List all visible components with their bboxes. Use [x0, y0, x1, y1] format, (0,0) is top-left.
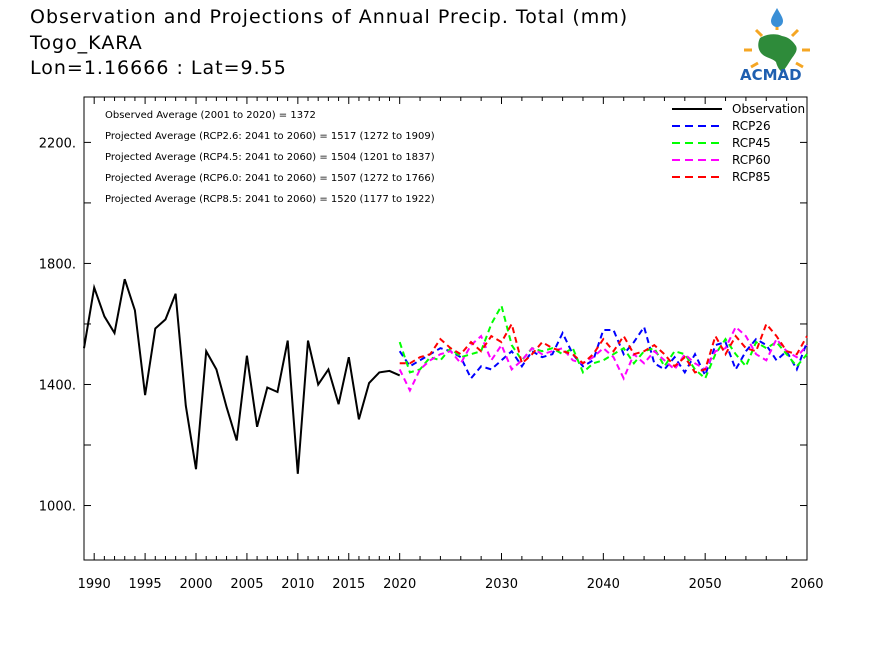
x-tick-label: 1990	[78, 577, 111, 592]
x-tick-label: 2020	[383, 577, 416, 592]
legend-label: Observation	[732, 102, 805, 116]
x-tick-label: 2000	[179, 577, 212, 592]
x-tick-label: 2040	[587, 577, 620, 592]
annotation-text: Projected Average (RCP2.6: 2041 to 2060)…	[105, 131, 435, 142]
series-line-rcp45	[398, 303, 808, 381]
plot-frame	[83, 96, 808, 561]
y-tick-label: 1400.	[39, 378, 76, 393]
legend-label: RCP85	[732, 170, 771, 184]
x-tick-label: 2050	[689, 577, 722, 592]
legend-label: RCP26	[732, 119, 771, 133]
y-tick-label: 1800.	[39, 257, 76, 272]
annotation-text: Projected Average (RCP8.5: 2041 to 2060)…	[105, 194, 435, 205]
x-tick-label: 2005	[230, 577, 263, 592]
annotation-text: Projected Average (RCP6.0: 2041 to 2060)…	[105, 173, 435, 184]
series-line-rcp60	[398, 325, 808, 393]
x-tick-label: 1995	[129, 577, 162, 592]
location-label: Togo_KARA	[30, 32, 143, 54]
legend-label: RCP60	[732, 153, 771, 167]
annotation-text: Observed Average (2001 to 2020) = 1372	[105, 110, 316, 121]
coordinates-label: Lon=1.16666 : Lat=9.55	[30, 57, 287, 79]
x-tick-label: 2030	[485, 577, 518, 592]
annotation-text: Projected Average (RCP4.5: 2041 to 2060)…	[105, 152, 435, 163]
legend-label: RCP45	[732, 136, 771, 150]
chart-title: Observation and Projections of Annual Pr…	[30, 6, 629, 28]
series-line-rcp85	[399, 321, 808, 374]
y-tick-label: 1000.	[39, 500, 76, 515]
series-line-rcp26	[398, 324, 808, 381]
x-tick-label: 2060	[790, 577, 823, 592]
x-tick-label: 2010	[281, 577, 314, 592]
y-tick-label: 2200.	[39, 136, 76, 151]
series-line-observation	[83, 278, 401, 474]
x-tick-label: 2015	[332, 577, 365, 592]
